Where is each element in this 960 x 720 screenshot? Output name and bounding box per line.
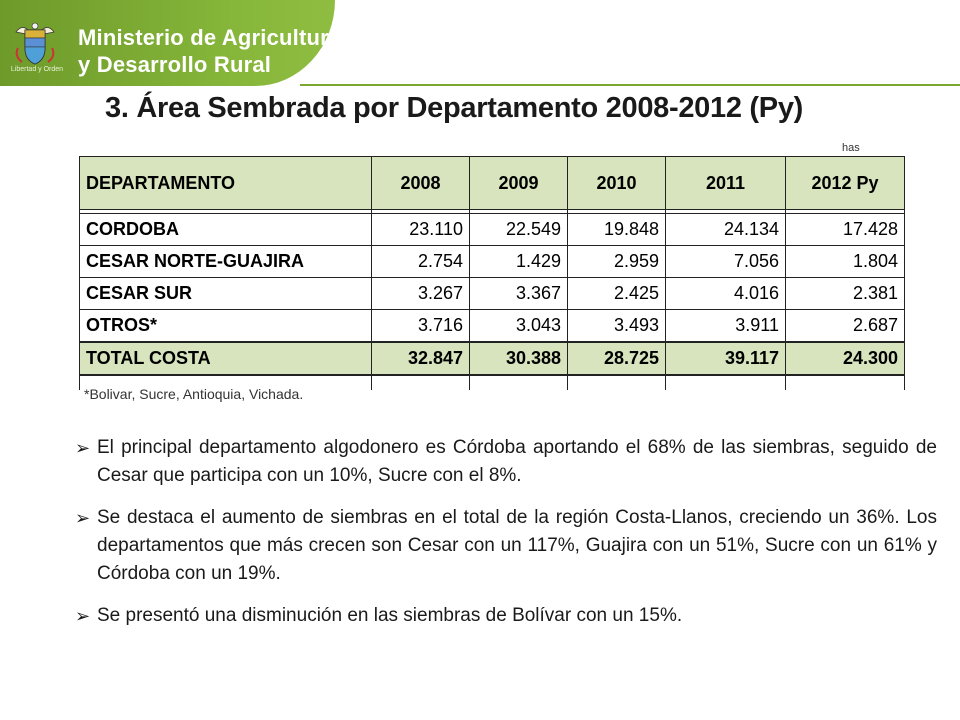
bullet-item: ➢ El principal departamento algodonero e… bbox=[75, 434, 937, 490]
ministry-line-2: y Desarrollo Rural bbox=[78, 52, 272, 77]
column-header-2010: 2010 bbox=[567, 156, 666, 210]
total-value: 32.847 bbox=[371, 341, 470, 376]
column-header-2009: 2009 bbox=[469, 156, 568, 210]
table-header-row: DEPARTAMENTO 2008 2009 2010 2011 2012 Py bbox=[79, 156, 905, 210]
page-title: 3. Área Sembrada por Departamento 2008-2… bbox=[105, 92, 804, 124]
coat-of-arms-icon bbox=[15, 22, 55, 65]
cell-value: 17.428 bbox=[785, 213, 905, 246]
arrow-right-icon: ➢ bbox=[75, 508, 91, 528]
bullet-item: ➢ Se destaca el aumento de siembras en e… bbox=[75, 504, 937, 588]
bullet-list: ➢ El principal departamento algodonero e… bbox=[75, 434, 937, 644]
cell-value: 2.425 bbox=[567, 277, 666, 310]
units-label: has bbox=[842, 142, 860, 154]
table-row: CORDOBA 23.110 22.549 19.848 24.134 17.4… bbox=[79, 213, 905, 246]
ministry-name: Ministerio de Agricultura y Desarrollo R… bbox=[78, 24, 341, 78]
column-header-departamento: DEPARTAMENTO bbox=[79, 156, 372, 210]
row-name: CESAR NORTE-GUAJIRA bbox=[79, 245, 372, 278]
cell-value: 1.804 bbox=[785, 245, 905, 278]
row-name: CORDOBA bbox=[79, 213, 372, 246]
total-value: 39.117 bbox=[665, 341, 786, 376]
area-table: DEPARTAMENTO 2008 2009 2010 2011 2012 Py… bbox=[79, 156, 905, 390]
cell-value: 3.267 bbox=[371, 277, 470, 310]
bullet-text: Se destaca el aumento de siembras en el … bbox=[97, 507, 937, 584]
bullet-text: El principal departamento algodonero es … bbox=[97, 437, 937, 486]
cell-value: 3.367 bbox=[469, 277, 568, 310]
cell-value: 2.381 bbox=[785, 277, 905, 310]
header-divider bbox=[300, 84, 960, 86]
cell-value: 3.716 bbox=[371, 309, 470, 343]
cell-value: 22.549 bbox=[469, 213, 568, 246]
arrow-right-icon: ➢ bbox=[75, 438, 91, 458]
crest-caption: Libertad y Orden bbox=[10, 66, 64, 73]
header-band bbox=[0, 0, 335, 86]
column-header-2012py: 2012 Py bbox=[785, 156, 905, 210]
total-name: TOTAL COSTA bbox=[79, 341, 372, 376]
arrow-right-icon: ➢ bbox=[75, 606, 91, 626]
table-spacer bbox=[79, 209, 905, 214]
table-tail bbox=[79, 375, 905, 390]
total-value: 30.388 bbox=[469, 341, 568, 376]
cell-value: 24.134 bbox=[665, 213, 786, 246]
cell-value: 23.110 bbox=[371, 213, 470, 246]
area-table-grid: DEPARTAMENTO 2008 2009 2010 2011 2012 Py… bbox=[79, 156, 905, 390]
table-row: CESAR SUR 3.267 3.367 2.425 4.016 2.381 bbox=[79, 277, 905, 310]
cell-value: 1.429 bbox=[469, 245, 568, 278]
cell-value: 2.687 bbox=[785, 309, 905, 343]
row-name: OTROS* bbox=[79, 309, 372, 343]
column-header-2008: 2008 bbox=[371, 156, 470, 210]
bullet-item: ➢ Se presentó una disminución en las sie… bbox=[75, 602, 937, 630]
cell-value: 4.016 bbox=[665, 277, 786, 310]
total-value: 24.300 bbox=[785, 341, 905, 376]
ministry-line-1: Ministerio de Agricultura bbox=[78, 25, 342, 50]
cell-value: 19.848 bbox=[567, 213, 666, 246]
cell-value: 2.754 bbox=[371, 245, 470, 278]
total-value: 28.725 bbox=[567, 341, 666, 376]
table-total-row: TOTAL COSTA 32.847 30.388 28.725 39.117 … bbox=[79, 341, 905, 376]
cell-value: 7.056 bbox=[665, 245, 786, 278]
table-row: CESAR NORTE-GUAJIRA 2.754 1.429 2.959 7.… bbox=[79, 245, 905, 278]
cell-value: 3.043 bbox=[469, 309, 568, 343]
column-header-2011: 2011 bbox=[665, 156, 786, 210]
cell-value: 3.911 bbox=[665, 309, 786, 343]
bullet-text: Se presentó una disminución en las siemb… bbox=[97, 605, 683, 626]
table-row: OTROS* 3.716 3.043 3.493 3.911 2.687 bbox=[79, 309, 905, 343]
table-footnote: *Bolivar, Sucre, Antioquia, Vichada. bbox=[84, 386, 304, 402]
row-name: CESAR SUR bbox=[79, 277, 372, 310]
cell-value: 3.493 bbox=[567, 309, 666, 343]
cell-value: 2.959 bbox=[567, 245, 666, 278]
